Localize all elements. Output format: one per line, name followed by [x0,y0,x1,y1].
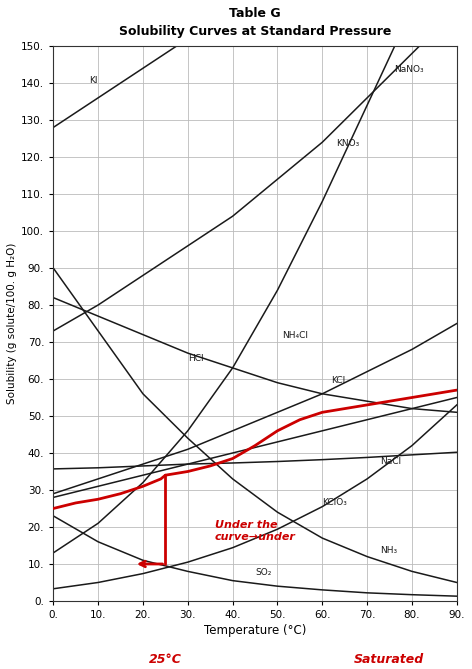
Text: NaCl: NaCl [380,457,402,466]
Text: NH₃: NH₃ [380,546,398,555]
Text: KCl: KCl [331,376,346,385]
Y-axis label: Solubility (g solute/100. g H₂O): Solubility (g solute/100. g H₂O) [7,243,17,404]
Text: KClO₃: KClO₃ [322,498,347,507]
Text: Saturated: Saturated [354,653,424,666]
X-axis label: Temperature (°C): Temperature (°C) [204,624,306,637]
Text: HCl: HCl [188,353,203,363]
Text: NH₄Cl: NH₄Cl [282,331,308,341]
Title: Table G
Solubility Curves at Standard Pressure: Table G Solubility Curves at Standard Pr… [119,7,391,38]
Text: KI: KI [89,76,98,85]
Text: KNO₃: KNO₃ [336,139,359,148]
Text: 25°C: 25°C [149,653,182,666]
Text: SO₂: SO₂ [255,568,271,577]
Text: Under the
curve→under: Under the curve→under [215,520,295,542]
Text: NaNO₃: NaNO₃ [394,65,424,74]
